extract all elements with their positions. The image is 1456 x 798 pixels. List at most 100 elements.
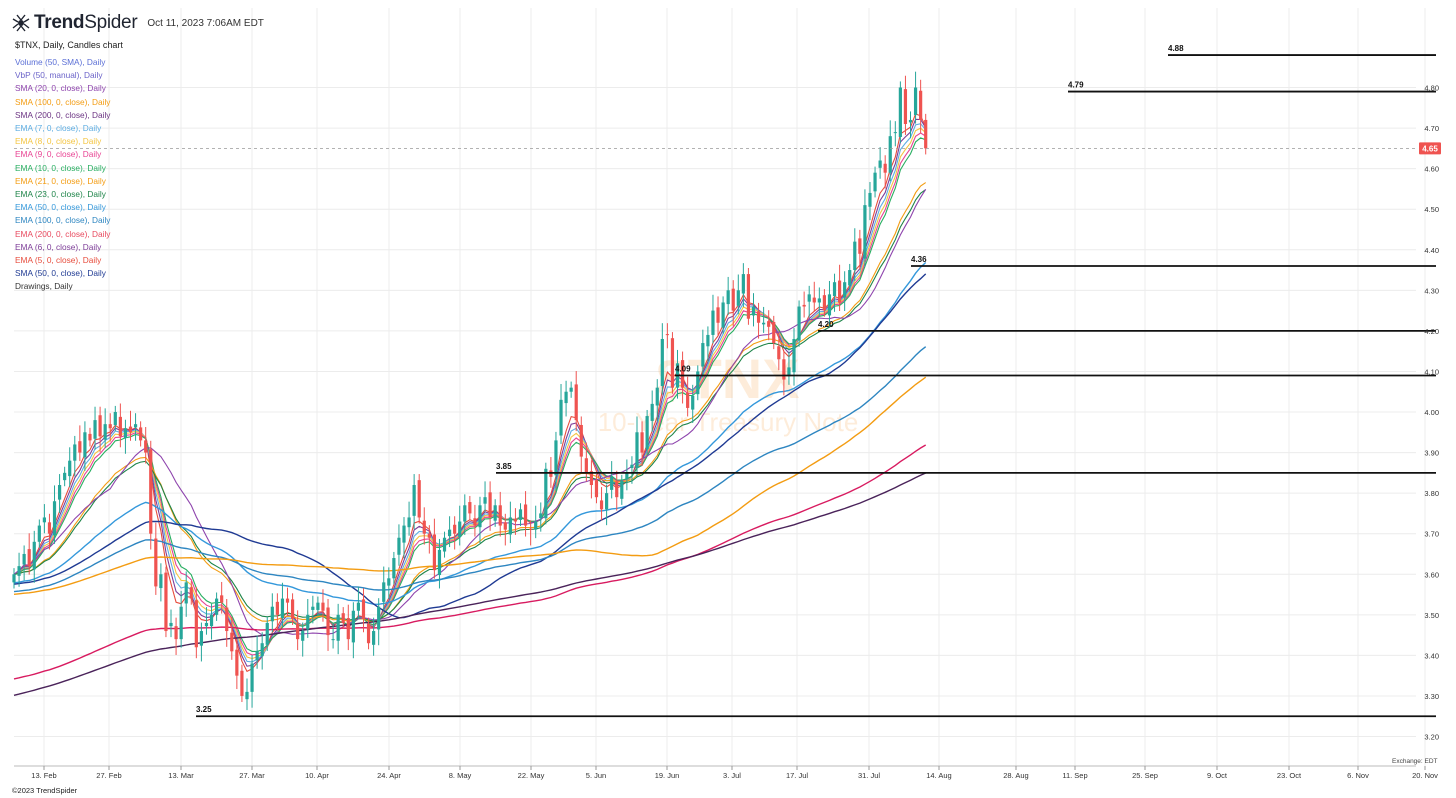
candle-body — [316, 602, 320, 610]
candle-body — [42, 517, 46, 523]
candle-body — [716, 307, 720, 323]
brand-name: TrendSpider — [34, 12, 138, 33]
indicator-legend-item[interactable]: EMA (6, 0, close), Daily — [15, 241, 102, 252]
candle-body — [832, 282, 837, 296]
candle-body — [194, 600, 198, 648]
candle-body — [128, 426, 133, 433]
candle-body — [412, 485, 416, 516]
horizontal-levels[interactable]: 4.88 4.79 4.36 4.20 4.09 3.85 3.25 — [196, 44, 1436, 718]
y-tick-label: 3.40 — [1424, 651, 1439, 660]
candle-body — [620, 480, 624, 499]
horizontal-level-label: 4.79 — [1068, 81, 1084, 90]
x-tick-label: 9. Oct — [1207, 771, 1228, 780]
candle-body — [827, 294, 832, 316]
candle-body — [93, 420, 97, 439]
indicator-legend-item[interactable]: EMA (23, 0, close), Daily — [15, 189, 106, 200]
indicator-legend-item[interactable]: EMA (21, 0, close), Daily — [15, 175, 106, 186]
candle-body — [736, 290, 740, 306]
horizontal-level-label: 4.88 — [1168, 44, 1184, 53]
candle-body — [209, 614, 214, 627]
candle-body — [37, 525, 41, 542]
y-tick-label: 4.00 — [1424, 408, 1439, 417]
candle-body — [149, 449, 153, 534]
candle-body — [868, 192, 872, 207]
y-tick-label: 3.60 — [1424, 570, 1439, 579]
candle-body — [822, 295, 826, 311]
candle-body — [635, 432, 639, 468]
candle-body — [402, 525, 406, 543]
indicator-legend-item[interactable]: SMA (20, 0, close), Daily — [15, 83, 106, 94]
time-axis[interactable]: 13. Feb 27. Feb 13. Mar 27. Mar 10. Apr 24. A… — [31, 766, 1438, 780]
y-tick-label: 3.70 — [1424, 530, 1439, 539]
y-tick-label: 3.20 — [1424, 733, 1439, 742]
candle-body — [903, 89, 908, 125]
x-tick-label: 13. Feb — [31, 771, 56, 780]
candle-body — [924, 119, 928, 149]
indicator-legend-item[interactable]: SMA (100, 0, close), Daily — [15, 96, 111, 107]
indicator-legend-item[interactable]: SMA (50, 0, close), Daily — [15, 268, 106, 279]
candle-body — [721, 302, 725, 328]
candle-body — [22, 553, 26, 565]
candle-body — [321, 602, 325, 611]
candle-body — [559, 399, 563, 436]
x-tick-label: 10. Apr — [305, 771, 329, 780]
candle-body — [306, 614, 310, 630]
candle-body — [230, 632, 234, 652]
candle-body — [544, 468, 548, 519]
indicator-legend-item[interactable]: EMA (8, 0, close), Daily — [15, 136, 102, 147]
candle-body — [837, 280, 842, 303]
indicator-legend-item[interactable]: EMA (50, 0, close), Daily — [15, 202, 106, 213]
candle-body — [686, 392, 690, 408]
candle-body — [594, 480, 599, 498]
indicator-legend[interactable]: Volume (50, SMA), Daily VbP (50, manual),… — [15, 56, 110, 294]
candle-body — [296, 623, 300, 640]
candle-body — [919, 90, 923, 120]
candle-body — [812, 297, 816, 303]
candle-body — [863, 205, 867, 259]
candle-body — [898, 87, 902, 137]
last-price-badge — [1419, 142, 1441, 155]
x-tick-label: 31. Jul — [858, 771, 880, 780]
x-tick-label: 14. Aug — [926, 771, 951, 780]
x-tick-label: 17. Jul — [786, 771, 808, 780]
indicator-legend-item[interactable]: Drawings, Daily — [15, 281, 73, 292]
indicator-legend-item[interactable]: EMA (200, 0, close), Daily — [15, 228, 111, 239]
candle-body — [78, 441, 82, 453]
timestamp: Oct 11, 2023 7:06AM EDT — [147, 17, 264, 29]
candle-body — [250, 663, 254, 692]
candle-body — [513, 519, 518, 522]
candle-body — [52, 501, 57, 536]
candle-body — [751, 306, 756, 316]
indicator-legend-item[interactable]: Volume (50, SMA), Daily — [15, 57, 106, 67]
candle-body — [605, 493, 609, 510]
candle-body — [539, 513, 543, 519]
candle-body — [83, 432, 87, 458]
candle-body — [726, 290, 730, 305]
x-tick-label: 19. Jun — [655, 771, 680, 780]
candle-body — [285, 598, 290, 603]
candle-body — [260, 643, 264, 657]
candle-body — [640, 432, 644, 453]
candle-body — [893, 132, 897, 134]
candle-body — [387, 578, 391, 586]
candle-body — [377, 606, 381, 630]
indicator-legend-item[interactable]: SMA (200, 0, close), Daily — [15, 109, 111, 120]
indicator-legend-item[interactable]: EMA (5, 0, close), Daily — [15, 255, 102, 266]
candle-body — [407, 517, 411, 528]
x-tick-label: 6. Nov — [1347, 771, 1369, 780]
candle-body — [478, 505, 482, 528]
candle-body — [706, 334, 710, 347]
candle-body — [534, 521, 538, 530]
candle-body — [392, 558, 396, 579]
indicator-legend-item[interactable]: EMA (7, 0, close), Daily — [15, 123, 102, 134]
candle-body — [103, 424, 107, 440]
candle-body — [670, 338, 675, 388]
indicator-legend-item[interactable]: VbP (50, manual), Daily — [15, 70, 103, 81]
y-tick-label: 3.30 — [1424, 692, 1439, 701]
indicator-legend-item[interactable]: EMA (100, 0, close), Daily — [15, 215, 111, 226]
candle-body — [113, 412, 117, 425]
price-axis[interactable]: 3.20 3.30 3.40 3.50 3.60 3.70 3.80 3.90 4.00 4.10… — [1424, 84, 1439, 742]
indicator-legend-item[interactable]: EMA (9, 0, close), Daily — [15, 149, 102, 160]
indicator-legend-item[interactable]: EMA (10, 0, close), Daily — [15, 162, 106, 173]
